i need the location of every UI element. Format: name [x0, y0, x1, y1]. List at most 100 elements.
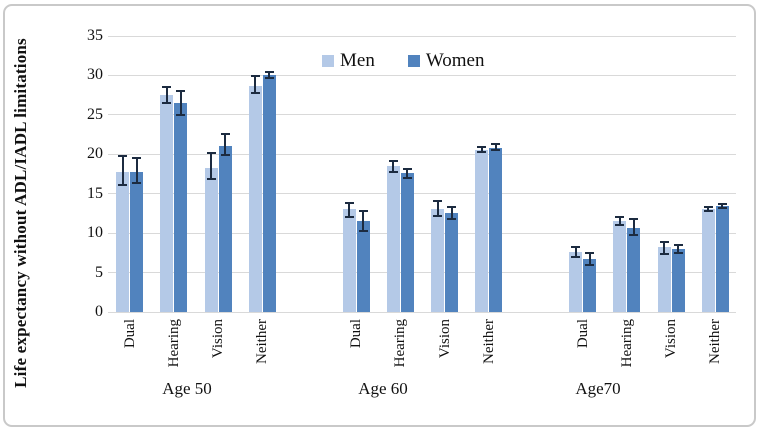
error-bar-cap-top [264, 71, 274, 74]
error-bar-stem [362, 210, 364, 232]
x-label-vision: Vision [436, 319, 453, 359]
error-bar-stem [406, 167, 409, 179]
bar-men-age50-hearing [160, 95, 174, 312]
error-bar-cap-top [433, 200, 443, 203]
error-bar-cap-top [250, 75, 260, 78]
error-bar-cap-top [206, 151, 216, 154]
legend-label: Women [425, 50, 485, 71]
bar-women-age70-hearing [627, 228, 641, 312]
error-bar-cap-top [344, 201, 354, 204]
error-bar-cap-top [447, 206, 457, 209]
error-bar-cap-top [629, 218, 639, 221]
error-bar [220, 132, 230, 156]
error-bar-stem [135, 156, 138, 185]
bar-women-age50-hearing [174, 103, 188, 312]
gridline [108, 153, 736, 155]
error-bar-cap-top [477, 145, 487, 148]
bar-men-age70-vision [657, 247, 671, 312]
legend-swatch-icon [407, 55, 420, 67]
error-bar-cap-bottom [118, 183, 127, 186]
bar-women-age70-dual [583, 259, 596, 312]
error-bar-stem [721, 203, 724, 210]
error-bar-stem [165, 85, 168, 104]
error-bar-cap-top [402, 167, 412, 170]
gridline [108, 272, 736, 274]
x-label-dual: Dual [574, 319, 591, 349]
error-bar-stem [588, 252, 591, 267]
error-bar-cap-bottom [703, 209, 713, 212]
bar-men-age70-hearing [613, 220, 627, 312]
error-bar-stem [480, 145, 483, 153]
x-label-vision: Vision [210, 319, 227, 359]
error-bar-stem [121, 155, 124, 186]
error-bar-cap-bottom [673, 251, 683, 254]
error-bar [206, 151, 216, 180]
error-bar [402, 167, 412, 179]
error-bar-cap-top [132, 156, 141, 159]
y-axis-tick-label: 20 [87, 145, 103, 163]
error-bar-cap-top [717, 203, 727, 206]
x-label-dual: Dual [121, 319, 138, 349]
error-bar [344, 201, 354, 219]
error-bar-cap-bottom [615, 224, 625, 227]
error-bar [447, 206, 457, 220]
error-bar-cap-top [388, 159, 398, 162]
legend-item-women: Women [407, 50, 485, 71]
error-bar [491, 143, 501, 152]
gridline [108, 35, 736, 37]
bar-women-age70-vision [671, 248, 685, 312]
bar-women-age50-neither [262, 74, 276, 312]
error-bar-stem [618, 215, 621, 227]
bar-women-age60-vision [445, 212, 459, 312]
error-bar-stem [210, 151, 213, 180]
legend: Men Women [322, 51, 484, 71]
bar-women-age70-neither [715, 206, 729, 312]
error-bar-cap-bottom [659, 253, 669, 256]
bar-women-age50-vision [218, 145, 232, 312]
y-axis-tick-label: 25 [87, 105, 103, 123]
bar-men-age50-vision [204, 167, 218, 312]
error-bar-cap-top [176, 89, 186, 92]
error-bar-cap-bottom [629, 234, 639, 237]
error-bar [132, 156, 141, 185]
x-label-vision: Vision [663, 319, 680, 359]
error-bar [358, 210, 368, 232]
error-bar-stem [348, 201, 350, 219]
error-bar-cap-bottom [250, 92, 260, 95]
error-bar-cap-bottom [571, 256, 580, 259]
error-bar-cap-bottom [132, 182, 141, 185]
bar-men-age60-hearing [386, 166, 400, 312]
error-bar-stem [632, 218, 635, 237]
gridline [108, 74, 736, 76]
group-label-age70: Age70 [575, 379, 621, 398]
group-label-age50: Age 50 [162, 379, 212, 398]
gridline [108, 114, 736, 116]
legend-item-men: Men [322, 51, 375, 71]
error-bar-cap-top [673, 244, 683, 247]
error-bar [703, 205, 713, 212]
bar-men-age50-dual [116, 171, 129, 312]
error-bar-cap-bottom [388, 171, 398, 174]
y-axis-tick-label: 35 [87, 27, 103, 44]
x-label-neither: Neither [707, 319, 724, 364]
bar-men-age60-neither [475, 149, 489, 312]
legend-label: Men [340, 50, 375, 71]
error-bar-cap-top [491, 143, 501, 146]
error-bar-cap-top [358, 210, 368, 213]
error-bar [433, 200, 443, 218]
x-label-hearing: Hearing [618, 319, 635, 368]
error-bar [176, 89, 186, 117]
y-axis-tick-label: 5 [95, 263, 103, 281]
error-bar-stem [436, 200, 439, 218]
gridline [108, 311, 736, 313]
error-bar-cap-top [703, 205, 713, 208]
legend-swatch-icon [322, 55, 334, 67]
bar-men-age60-dual [342, 209, 356, 312]
y-axis-tick-label: 15 [87, 184, 103, 202]
error-bar [659, 241, 669, 256]
error-bar-stem [707, 205, 710, 212]
error-bar-stem [677, 244, 680, 254]
error-bar-stem [494, 143, 497, 152]
error-bar-stem [254, 75, 257, 95]
